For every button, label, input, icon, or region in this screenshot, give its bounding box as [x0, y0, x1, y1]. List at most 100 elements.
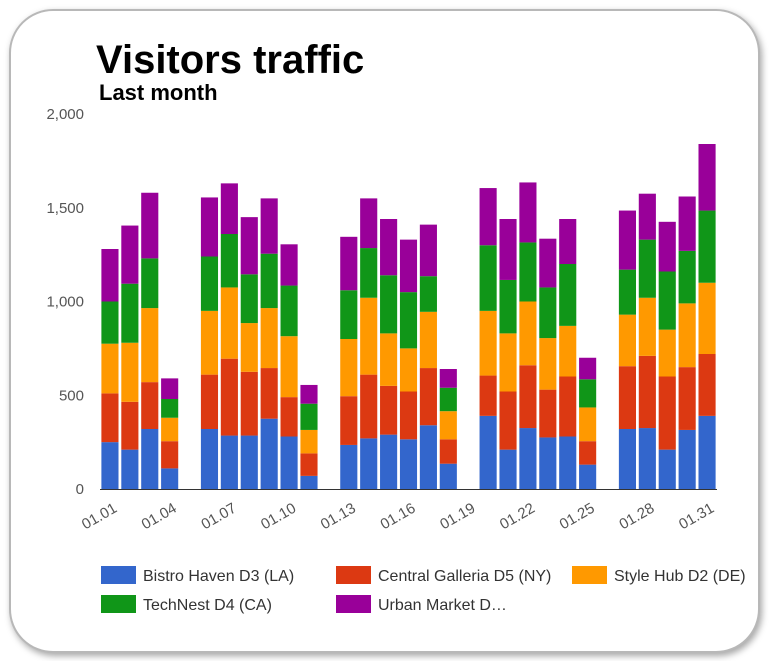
bar-segment — [419, 311, 437, 369]
x-tick-label: 01.07 — [198, 500, 239, 533]
y-tick-label: 0 — [76, 481, 84, 498]
y-tick-label: 2,000 — [46, 106, 84, 123]
bar-segment — [141, 382, 159, 430]
bar-segment — [340, 236, 358, 291]
bar-segment — [519, 428, 537, 489]
bar-segment — [419, 276, 437, 312]
bar-segment — [240, 274, 258, 324]
bar-segment — [300, 403, 318, 430]
bar-segment — [539, 437, 557, 489]
bar-segment — [658, 376, 676, 450]
bar-segment — [300, 475, 318, 490]
bar-segment — [280, 436, 298, 489]
bar-segment — [419, 368, 437, 426]
bar-segment — [399, 292, 418, 349]
bar-segment — [260, 308, 278, 369]
bar-segment — [161, 441, 179, 469]
bar-segment — [658, 221, 676, 272]
bar-segment — [260, 198, 278, 254]
x-tick-label: 01.13 — [318, 500, 359, 533]
bar-segment — [479, 188, 497, 246]
chart-title: Visitors traffic — [96, 38, 365, 82]
bar-segment — [618, 366, 636, 429]
bar-segment — [579, 407, 597, 442]
bar-segment — [360, 438, 378, 490]
bar-segment — [638, 193, 656, 240]
bar-segment — [220, 287, 238, 359]
bar-segment — [220, 234, 238, 288]
bar-segment — [579, 441, 597, 465]
bar-segment — [161, 417, 179, 442]
bar-segment — [539, 238, 557, 288]
bar-segment — [479, 245, 497, 311]
bar-segment — [200, 197, 219, 257]
bar-segment — [678, 367, 696, 430]
bar-segment — [220, 183, 238, 234]
bar-segment — [141, 308, 159, 383]
bar-segment — [638, 297, 656, 356]
legend-label: Urban Market D… — [378, 597, 507, 614]
bar-segment — [698, 354, 716, 416]
bar-segment — [240, 217, 258, 275]
bar-segment — [559, 325, 577, 377]
bar-segment — [579, 464, 597, 490]
bar-segment — [658, 271, 676, 330]
bar-segment — [200, 256, 219, 311]
bar-segment — [260, 418, 278, 489]
bar-segment — [439, 387, 457, 412]
bar-segment — [340, 444, 358, 489]
bar-segment — [101, 249, 119, 302]
bar-segment — [380, 333, 398, 386]
x-tick-label: 01.25 — [557, 500, 598, 533]
legend-label: TechNest D4 (CA) — [143, 597, 272, 614]
bar-segment — [260, 253, 278, 309]
x-axis: 01.01 01.04 01.07 01.10 01.13 01.16 01.19 01.22… — [79, 489, 717, 533]
bar-segment — [280, 397, 298, 437]
bar-segment — [698, 144, 716, 211]
legend-label: Central Galleria D5 (NY) — [378, 568, 551, 585]
bar-segment — [419, 425, 437, 489]
bar-segment — [200, 310, 219, 375]
bar-segment — [678, 196, 696, 251]
chart-subtitle: Last month — [99, 80, 218, 105]
bar-segment — [360, 198, 378, 249]
bar-segment — [658, 329, 676, 377]
bar-segment — [200, 374, 219, 429]
bar-segment — [539, 389, 557, 438]
bar-segment — [161, 378, 179, 400]
bar-segment — [161, 399, 179, 418]
bar-segment — [260, 368, 278, 419]
bar-segment — [638, 355, 656, 429]
x-tick-label: 01.22 — [497, 500, 538, 533]
bar-segment — [340, 290, 358, 339]
bar-segment — [121, 283, 139, 343]
bar-segment — [380, 434, 398, 489]
bar-segment — [161, 468, 179, 490]
bar-segment — [618, 210, 636, 270]
bar-segment — [479, 310, 497, 376]
bar-segment — [439, 463, 457, 489]
bar-segment — [499, 391, 517, 450]
bar-segment — [300, 453, 318, 476]
bar-segment — [380, 275, 398, 334]
bar-segment — [479, 375, 497, 416]
y-tick-label: 1,000 — [46, 294, 84, 311]
bar-segment — [121, 401, 139, 450]
legend-label: Bistro Haven D3 (LA) — [143, 568, 294, 585]
bar-segment — [380, 219, 398, 276]
bar-segment — [200, 429, 219, 489]
bar-segment — [678, 303, 696, 368]
bar-segment — [439, 369, 457, 388]
bar-segment — [638, 428, 656, 489]
legend-swatch — [336, 566, 371, 584]
bar-segment — [240, 435, 258, 489]
bar-segment — [698, 210, 716, 283]
bar-segment — [360, 374, 378, 439]
bar-segment — [479, 415, 497, 490]
x-tick-label: 01.28 — [616, 500, 657, 533]
bar-segment — [579, 379, 597, 408]
legend: Bistro Haven D3 (LA) Central Galleria D5 … — [101, 566, 746, 614]
bar-segment — [499, 333, 517, 392]
bar-segment — [499, 219, 517, 280]
